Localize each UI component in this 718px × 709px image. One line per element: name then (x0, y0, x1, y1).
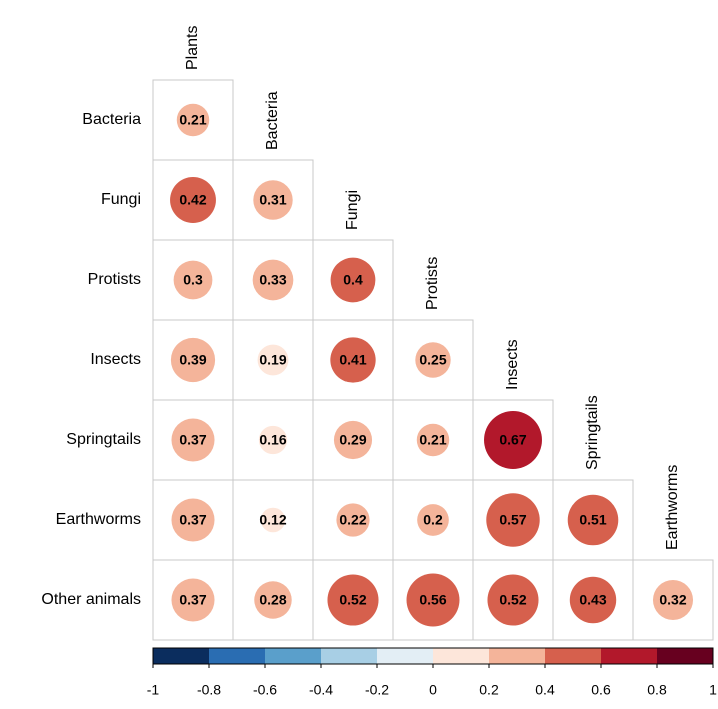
column-label: Insects (504, 339, 521, 390)
value-label: 0.22 (339, 512, 366, 528)
value-label: 0.52 (339, 592, 366, 608)
colorbar-bin (153, 648, 209, 664)
row-label: Insects (90, 351, 141, 368)
row-label: Protists (88, 271, 141, 288)
colorbar-tick-label: 1 (709, 682, 717, 698)
colorbar-tick-label: -0.8 (197, 682, 221, 698)
correlation-circle (417, 504, 449, 536)
value-label: 0.37 (179, 592, 206, 608)
correlation-circle (170, 177, 216, 223)
correlation-circle (569, 576, 617, 624)
column-label: Fungi (344, 190, 361, 230)
value-label: 0.2 (423, 512, 443, 528)
colorbar-tick-label: 0.6 (591, 682, 611, 698)
value-label: 0.33 (259, 272, 286, 288)
value-label: 0.51 (579, 512, 606, 528)
colorbar-bin (489, 648, 545, 664)
correlation-circle (257, 344, 289, 376)
correlation-circle (567, 494, 619, 546)
correlation-circle (253, 180, 293, 220)
value-label: 0.21 (419, 432, 446, 448)
value-label: 0.43 (579, 592, 606, 608)
correlation-circle (330, 257, 376, 303)
colorbar-bin (657, 648, 713, 664)
correlation-circle (415, 342, 451, 378)
correlation-circle (252, 259, 294, 301)
value-label: 0.41 (339, 352, 366, 368)
colorbar-tick-label: -1 (147, 682, 160, 698)
value-label: 0.56 (419, 592, 446, 608)
row-label: Earthworms (56, 511, 141, 528)
correlation-circle (170, 337, 216, 383)
value-label: 0.25 (419, 352, 446, 368)
colorbar-tick-label: 0.4 (535, 682, 555, 698)
correlation-circle (327, 574, 379, 626)
colorbar-tick-label: -0.4 (309, 682, 333, 698)
correlation-circle (333, 420, 373, 460)
value-label: 0.37 (179, 432, 206, 448)
value-label: 0.52 (499, 592, 526, 608)
correlation-circle (652, 579, 694, 621)
value-label: 0.28 (259, 592, 286, 608)
colorbar-bin (265, 648, 321, 664)
correlation-circle (487, 574, 539, 626)
value-label: 0.16 (259, 432, 286, 448)
column-label: Earthworms (664, 465, 681, 550)
correlation-circle (486, 493, 540, 547)
value-label: 0.29 (339, 432, 366, 448)
colorbar-bin (433, 648, 489, 664)
value-label: 0.4 (343, 272, 363, 288)
column-label: Bacteria (264, 91, 281, 150)
colorbar-bin (377, 648, 433, 664)
column-label: Springtails (584, 395, 601, 470)
value-label: 0.37 (179, 512, 206, 528)
column-label: Plants (184, 26, 201, 70)
correlation-circle (484, 411, 542, 469)
colorbar-bin (601, 648, 657, 664)
value-label: 0.19 (259, 352, 286, 368)
cell (632, 559, 714, 641)
correlation-circle (173, 260, 213, 300)
colorbar-tick-label: 0.2 (479, 682, 499, 698)
value-label: 0.3 (183, 272, 203, 288)
row-label: Bacteria (82, 111, 141, 128)
colorbar-tick-label: 0 (429, 682, 437, 698)
correlation-circle (336, 503, 370, 537)
row-label: Other animals (41, 591, 141, 608)
row-label: Fungi (101, 191, 141, 208)
value-label: 0.32 (659, 592, 686, 608)
colorbar-tick-label: -0.2 (365, 682, 389, 698)
value-label: 0.31 (259, 192, 286, 208)
colorbar-bin (209, 648, 265, 664)
correlation-circle (254, 581, 292, 619)
colorbar-tick-label: 0.8 (647, 682, 667, 698)
correlation-circle (171, 498, 215, 542)
value-label: 0.57 (499, 512, 526, 528)
value-label: 0.21 (179, 112, 206, 128)
correlation-circle (330, 337, 376, 383)
correlation-circle (406, 573, 460, 627)
correlation-circle (176, 103, 210, 137)
value-label: 0.12 (259, 512, 286, 528)
correlation-circle (258, 425, 288, 455)
value-label: 0.42 (179, 192, 206, 208)
column-label: Protists (424, 257, 441, 310)
row-label: Springtails (66, 431, 141, 448)
colorbar-bin (545, 648, 601, 664)
value-label: 0.39 (179, 352, 206, 368)
correlation-circle (171, 578, 215, 622)
correlation-circle (260, 507, 286, 533)
correlation-circle (416, 423, 450, 457)
correlation-circle (171, 418, 215, 462)
value-label: 0.67 (499, 432, 526, 448)
colorbar-tick-label: -0.6 (253, 682, 277, 698)
colorbar-bin (321, 648, 377, 664)
